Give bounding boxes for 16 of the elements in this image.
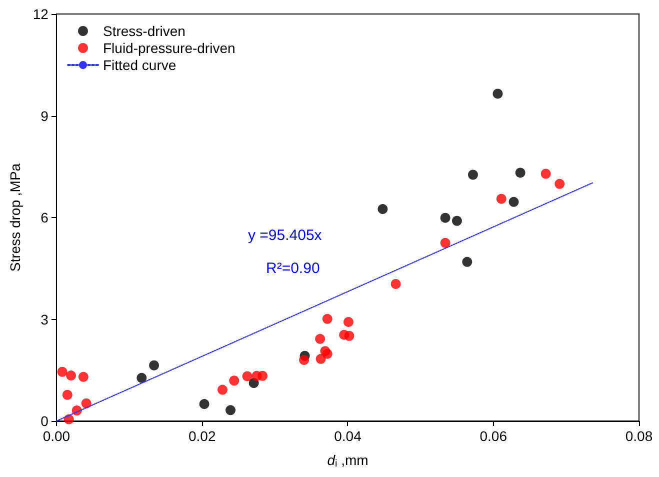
y-tick-label: 9 [40,108,49,124]
y-tick-label: 3 [40,311,49,328]
x-tick-label: 0.00 [42,428,70,444]
legend-label: Stress-driven [103,23,186,39]
x-tick-label: 0.06 [480,428,508,444]
x-tick-label: 0.02 [188,428,216,444]
x-tick-label: 0.08 [625,428,653,444]
y-tick-label: 6 [40,210,49,226]
y-tick-label: 12 [32,6,49,22]
annotation: y =95.405x [248,227,322,244]
y-tick-label: 0 [40,413,49,429]
x-tick-label: 0.04 [334,428,362,444]
legend-label: Fitted curve [103,57,176,73]
legend-label: Fluid-pressure-driven [103,40,236,56]
y-axis-title: Stress drop ,MPa [7,163,23,272]
annotation: R²=0.90 [266,260,320,277]
